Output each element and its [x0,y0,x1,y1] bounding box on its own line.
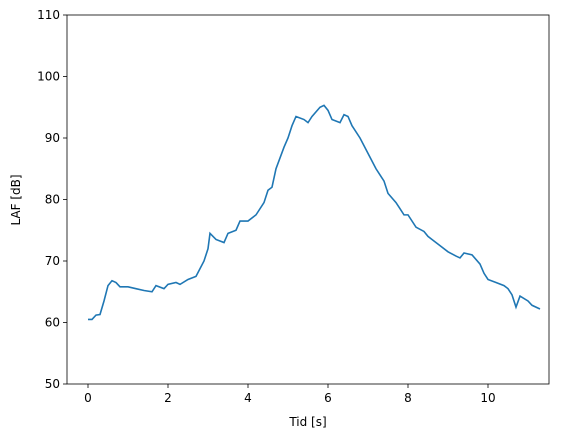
x-tick-label: 4 [244,391,252,405]
x-tick-label: 10 [480,391,495,405]
x-axis-label: Tid [s] [288,415,326,429]
y-tick-label: 60 [45,316,60,330]
x-tick-label: 0 [84,391,92,405]
x-tick-label: 6 [324,391,332,405]
x-tick-label: 8 [404,391,412,405]
y-tick-label: 50 [45,377,60,391]
y-axis-label: LAF [dB] [9,174,23,225]
plot-frame [66,14,550,385]
data-line [88,104,541,321]
y-tick-label: 80 [45,193,60,207]
y-tick-label: 110 [37,8,60,22]
y-tick-label: 100 [37,70,60,84]
y-tick-label: 70 [45,254,60,268]
y-tick-label: 90 [45,131,60,145]
x-tick-label: 2 [164,391,172,405]
